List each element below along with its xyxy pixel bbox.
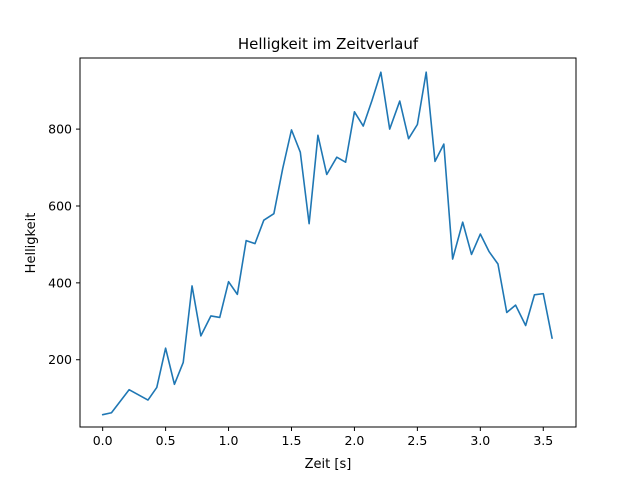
plot-area <box>79 57 577 428</box>
y-axis-label: Helligkeit <box>24 213 39 274</box>
x-tick-label: 1.0 <box>219 433 239 448</box>
x-axis: 0.0 0.5 1.0 1.5 2.0 2.5 3.0 3.5 <box>93 427 553 448</box>
series-layer <box>101 71 553 416</box>
x-tick-label: 0.5 <box>156 433 176 448</box>
x-tick-label: 1.5 <box>282 433 302 448</box>
y-tick-label: 200 <box>48 352 72 367</box>
x-tick-label: 0.0 <box>93 433 113 448</box>
plot-frame <box>79 57 577 428</box>
y-tick-label: 400 <box>48 275 72 290</box>
x-tick-label: 2.5 <box>407 433 427 448</box>
y-tick-label: 800 <box>48 122 72 137</box>
y-tick-label: 600 <box>48 198 72 213</box>
y-axis: 200 400 600 800 <box>48 122 80 367</box>
x-tick-label: 2.0 <box>344 433 364 448</box>
x-tick-label: 3.0 <box>470 433 490 448</box>
chart-title: Helligkeit im Zeitverlauf <box>238 35 419 53</box>
series-line-0 <box>101 71 553 416</box>
x-tick-label: 3.5 <box>533 433 553 448</box>
x-axis-label: Zeit [s] <box>305 457 352 472</box>
